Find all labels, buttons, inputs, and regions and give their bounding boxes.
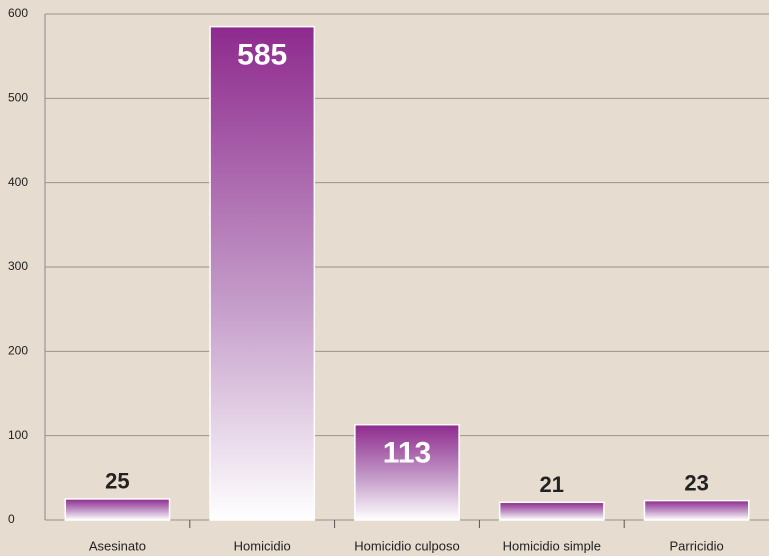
y-tick-label: 400 (8, 175, 28, 189)
value-label: 23 (684, 470, 708, 495)
y-tick-label: 600 (8, 6, 28, 20)
bar (643, 499, 750, 521)
bar (209, 25, 316, 521)
y-tick-label: 300 (8, 259, 28, 273)
bar (354, 423, 460, 521)
value-label: 585 (237, 39, 287, 72)
value-label: 21 (540, 472, 564, 497)
bar (498, 501, 605, 521)
value-label: 25 (105, 469, 129, 494)
x-tick-label: Homicidio simple (503, 538, 601, 553)
y-tick-label: 100 (8, 428, 28, 442)
x-tick-label: Asesinato (89, 538, 146, 553)
value-label: 113 (383, 437, 431, 470)
x-tick-label: Homicidio (234, 538, 291, 553)
bar (64, 498, 171, 521)
y-tick-label: 0 (8, 512, 15, 526)
x-tick-label: Parricidio (670, 538, 724, 553)
x-tick-label: Homicidio culposo (354, 538, 460, 553)
y-tick-label: 500 (8, 91, 28, 105)
y-tick-label: 200 (8, 344, 28, 358)
